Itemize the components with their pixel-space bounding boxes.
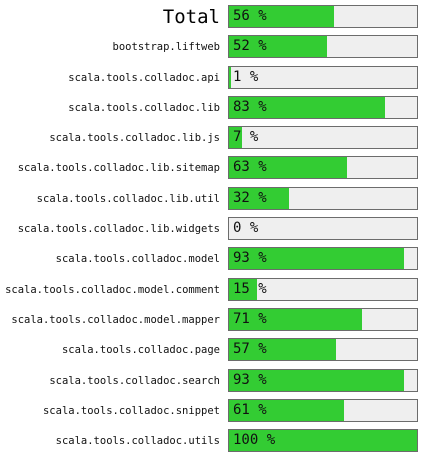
coverage-bar-fill <box>229 96 386 118</box>
coverage-bar: 15 % <box>228 277 418 301</box>
coverage-bar: 63 % <box>228 156 418 180</box>
coverage-percent: 83 % <box>233 98 267 115</box>
coverage-row: scala.tools.colladoc.search 93 % <box>0 366 428 396</box>
coverage-bar-fill <box>229 369 404 391</box>
coverage-row: scala.tools.colladoc.model 93 % <box>0 244 428 274</box>
coverage-bar-fill <box>229 187 290 209</box>
coverage-percent: 15 % <box>233 280 267 297</box>
package-label: scala.tools.colladoc.api <box>68 71 220 84</box>
coverage-bar: 100 % <box>228 429 418 453</box>
coverage-row: scala.tools.colladoc.utils 100 % <box>0 426 428 456</box>
coverage-bar: 7 % <box>228 126 418 150</box>
coverage-bar: 1 % <box>228 65 418 89</box>
coverage-percent: 57 % <box>233 341 267 358</box>
coverage-bar: 71 % <box>228 307 418 331</box>
coverage-row: scala.tools.colladoc.lib.js 7 % <box>0 123 428 153</box>
coverage-bar: 61 % <box>228 398 418 422</box>
coverage-bar-fill <box>229 430 417 452</box>
package-label: scala.tools.colladoc.model <box>55 253 220 266</box>
package-label: scala.tools.colladoc.lib.sitemap <box>17 162 220 175</box>
package-label: scala.tools.colladoc.model.mapper <box>11 313 220 326</box>
coverage-percent: 56 % <box>233 8 267 24</box>
coverage-percent: 0 % <box>233 220 259 237</box>
coverage-bar: 0 % <box>228 217 418 241</box>
coverage-bar: 52 % <box>228 35 418 59</box>
coverage-bar-fill <box>229 339 337 361</box>
package-label: scala.tools.colladoc.lib <box>68 101 220 114</box>
coverage-bar-fill <box>229 36 327 58</box>
package-label: scala.tools.colladoc.search <box>49 374 220 387</box>
coverage-percent: 93 % <box>233 250 267 267</box>
coverage-row-total: Total 56 % <box>0 2 428 32</box>
package-label: scala.tools.colladoc.utils <box>55 435 220 448</box>
package-label: scala.tools.colladoc.snippet <box>42 404 220 417</box>
coverage-bar-fill <box>229 66 231 88</box>
coverage-bar-fill <box>229 127 243 149</box>
package-label: scala.tools.colladoc.lib.util <box>36 192 220 205</box>
package-label: bootstrap.liftweb <box>112 41 220 54</box>
coverage-row: scala.tools.colladoc.page 57 % <box>0 335 428 365</box>
coverage-bar: 56 % <box>228 5 418 28</box>
coverage-percent: 52 % <box>233 38 267 55</box>
coverage-bar-fill <box>229 399 344 421</box>
coverage-bar: 32 % <box>228 186 418 210</box>
coverage-bar-fill <box>229 248 404 270</box>
coverage-row: scala.tools.colladoc.model.comment 15 % <box>0 275 428 305</box>
coverage-percent: 1 % <box>233 68 259 85</box>
coverage-row: scala.tools.colladoc.lib 83 % <box>0 93 428 123</box>
coverage-bar: 83 % <box>228 95 418 119</box>
coverage-bar-fill <box>229 278 258 300</box>
coverage-percent: 63 % <box>233 159 267 176</box>
coverage-row: scala.tools.colladoc.api 1 % <box>0 63 428 93</box>
package-label: scala.tools.colladoc.lib.widgets <box>17 223 220 236</box>
coverage-bar: 93 % <box>228 247 418 271</box>
coverage-bar: 57 % <box>228 338 418 362</box>
coverage-row: bootstrap.liftweb 52 % <box>0 32 428 62</box>
package-label: scala.tools.colladoc.page <box>61 344 220 357</box>
package-label: Total <box>162 6 220 28</box>
coverage-row: scala.tools.colladoc.lib.util 32 % <box>0 184 428 214</box>
coverage-row: scala.tools.colladoc.lib.widgets 0 % <box>0 214 428 244</box>
package-label: scala.tools.colladoc.model.comment <box>5 283 220 296</box>
coverage-row: scala.tools.colladoc.model.mapper 71 % <box>0 305 428 335</box>
coverage-bar-fill <box>229 157 348 179</box>
coverage-bar-fill <box>229 6 335 27</box>
coverage-percent: 32 % <box>233 189 267 206</box>
coverage-row: scala.tools.colladoc.snippet 61 % <box>0 396 428 426</box>
package-label: scala.tools.colladoc.lib.js <box>49 132 220 145</box>
coverage-bar: 93 % <box>228 368 418 392</box>
coverage-percent: 61 % <box>233 401 267 418</box>
coverage-percent: 7 % <box>233 129 259 146</box>
coverage-percent: 71 % <box>233 310 267 327</box>
coverage-percent: 93 % <box>233 371 267 388</box>
coverage-row: scala.tools.colladoc.lib.sitemap 63 % <box>0 153 428 183</box>
coverage-bar-fill <box>229 308 363 330</box>
coverage-percent: 100 % <box>233 432 276 449</box>
